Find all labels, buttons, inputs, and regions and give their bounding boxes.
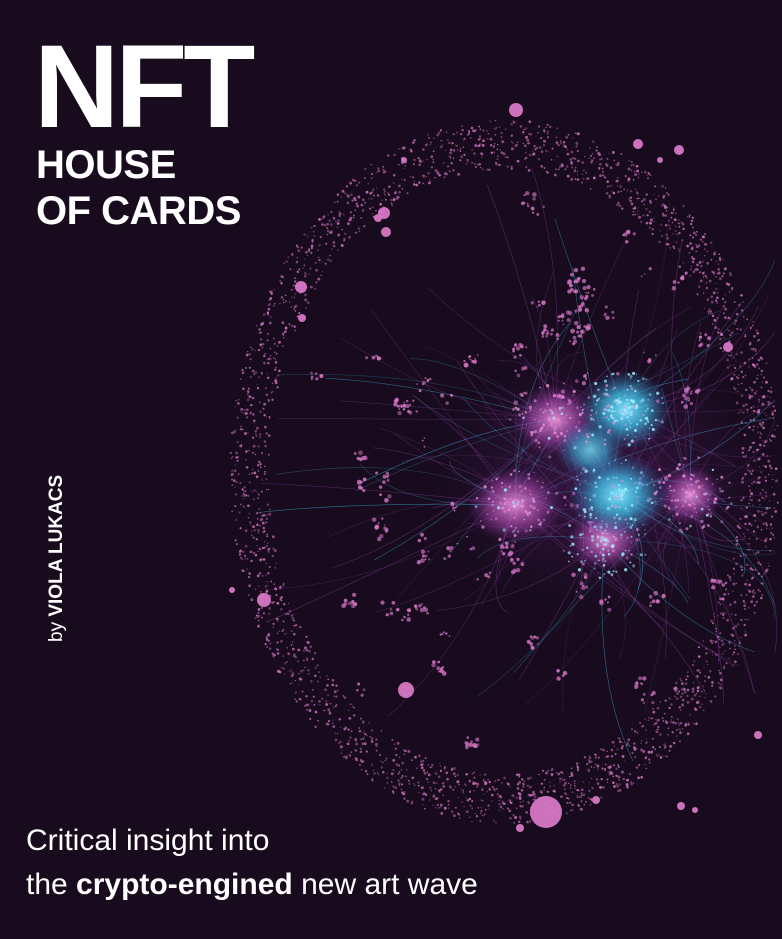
tagline-bold: crypto-engined: [76, 868, 293, 901]
tagline-line-1: Critical insight into: [26, 824, 270, 857]
title-house: HOUSE: [36, 143, 176, 187]
author-prefix: by: [46, 621, 67, 642]
tagline-line-2: the crypto-engined new art wave: [26, 867, 478, 903]
central-cluster: [430, 350, 770, 610]
tagline-end: new art wave: [292, 868, 478, 901]
title-of-cards: OF CARDS: [36, 189, 241, 233]
large-nodes: [229, 103, 762, 832]
author-byline: by VIOLA LUKACS: [46, 475, 68, 642]
node-ring: [229, 119, 779, 824]
title-nft: NFT: [34, 21, 255, 153]
author-name: VIOLA LUKACS: [46, 474, 67, 617]
tagline-start: the: [26, 868, 77, 901]
